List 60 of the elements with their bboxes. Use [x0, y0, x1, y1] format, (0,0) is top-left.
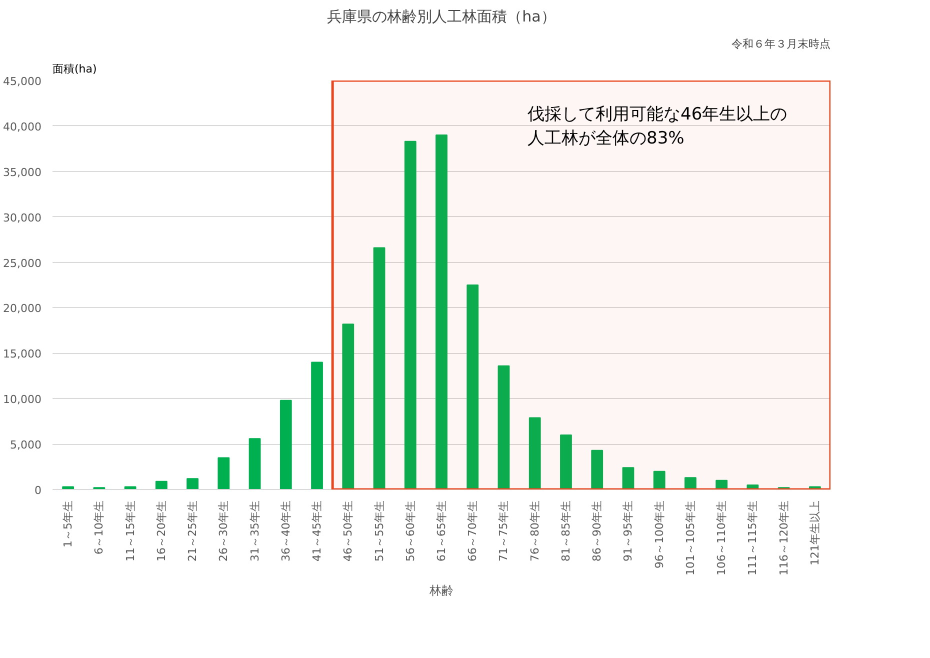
bar — [280, 400, 292, 490]
x-tick-label: 81～85年生 — [559, 500, 572, 562]
bar — [622, 467, 634, 490]
y-tick-label: 45,000 — [3, 75, 42, 88]
x-tick-label: 41～45年生 — [310, 500, 324, 562]
x-tick-label: 61～65年生 — [435, 500, 448, 562]
x-tick-label: 96～100年生 — [652, 500, 666, 568]
bar — [716, 480, 728, 490]
y-tick-label: 25,000 — [3, 256, 42, 270]
bar — [311, 362, 323, 490]
x-tick-label: 21～25年生 — [186, 500, 200, 562]
x-tick-label: 46～50年生 — [342, 500, 355, 562]
x-tick-label: 71～75年生 — [497, 500, 510, 562]
y-tick-label: 15,000 — [3, 348, 42, 361]
chart-subtitle: 令和６年３月末時点 — [732, 38, 830, 50]
x-tick-label: 101～105年生 — [684, 500, 697, 576]
bar — [373, 247, 386, 490]
x-tick-label: 86～90年生 — [590, 500, 604, 562]
x-axis-title: 林齢 — [428, 583, 454, 598]
bar — [186, 478, 198, 490]
x-tick-label: 11～15年生 — [124, 500, 137, 562]
annotation: 伐採して利用可能な46年生以上の — [528, 104, 788, 124]
y-tick-label: 10,000 — [3, 393, 42, 406]
chart-title: 兵庫県の林齢別人工林面積（ha） — [327, 8, 556, 26]
x-tick-label: 31～35年生 — [248, 500, 262, 562]
x-tick-label: 1～5年生 — [62, 500, 75, 548]
x-tick-label: 116～120年生 — [777, 500, 790, 576]
y-tick-label: 35,000 — [3, 166, 42, 179]
y-tick-label: 20,000 — [3, 302, 42, 316]
x-tick-label: 76～80年生 — [528, 500, 542, 562]
bar — [342, 324, 354, 490]
x-tick-label: 56～60年生 — [404, 500, 417, 562]
y-tick-label: 40,000 — [3, 120, 42, 134]
bar — [591, 450, 604, 490]
x-tick-label: 26～30年生 — [217, 500, 230, 562]
bar — [155, 480, 168, 490]
bar — [528, 417, 541, 490]
y-tick-label: 0 — [34, 484, 42, 497]
bar — [653, 470, 666, 490]
x-tick-label: 91～95年生 — [622, 500, 635, 562]
bar — [248, 438, 261, 490]
x-tick-label: 36～40年生 — [279, 500, 292, 562]
bar — [560, 434, 572, 490]
x-tick-label: 6～10年生 — [92, 500, 106, 554]
bar — [436, 134, 448, 490]
x-tick-label: 16～20年生 — [154, 500, 168, 562]
bar — [684, 477, 696, 490]
y-axis-title: 面積(ha) — [52, 62, 97, 76]
bar — [218, 457, 230, 490]
x-tick-label: 111～115年生 — [746, 500, 760, 576]
x-tick-label: 51～55年生 — [372, 500, 386, 562]
y-tick-label: 5,000 — [10, 438, 42, 452]
bar — [466, 284, 479, 490]
bar — [498, 365, 510, 490]
x-tick-label: 121年生以上 — [808, 500, 822, 566]
bar — [404, 140, 416, 490]
x-tick-label: 66～70年生 — [466, 500, 480, 562]
x-tick-label: 106～110年生 — [715, 500, 728, 576]
y-tick-label: 30,000 — [3, 211, 42, 224]
annotation: 人工林が全体の83% — [528, 128, 684, 148]
